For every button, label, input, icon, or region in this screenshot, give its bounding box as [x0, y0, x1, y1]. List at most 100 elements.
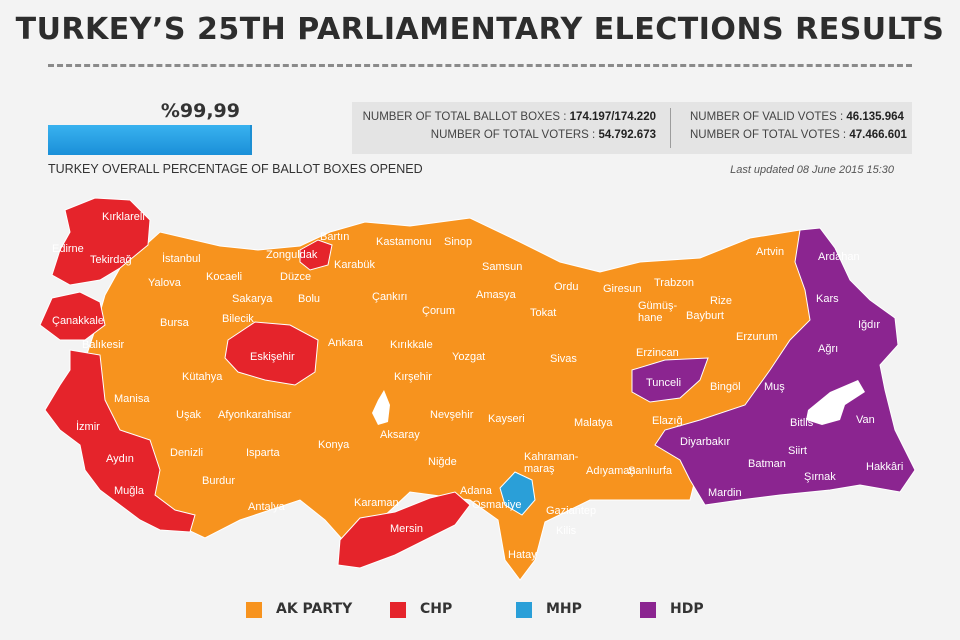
label-adiyaman: Adıyaman: [586, 465, 636, 477]
label-ardahan: Ardahan: [818, 251, 860, 263]
label-batman: Batman: [748, 458, 786, 470]
label-erzincan: Erzincan: [636, 347, 679, 359]
stat-label: NUMBER OF VALID VOTES :: [690, 111, 844, 123]
label-denizli: Denizli: [170, 447, 203, 459]
progress-caption: TURKEY OVERALL PERCENTAGE OF BALLOT BOXE…: [48, 162, 423, 176]
stat-value: 47.466.601: [849, 129, 907, 141]
region-chp-mersin: [337, 491, 471, 569]
label-bitlis: Bitlis: [790, 417, 814, 429]
label-nevsehir: Nevşehir: [430, 409, 474, 421]
region-mhp-osmaniye: [499, 471, 536, 516]
label-izmir: İzmir: [76, 420, 100, 433]
stat-label: NUMBER OF TOTAL BALLOT BOXES :: [362, 111, 567, 123]
label-giresun: Giresun: [603, 283, 642, 295]
label-usak: Uşak: [176, 409, 202, 421]
label-eskisehir: Eskişehir: [250, 351, 295, 363]
label-tokat: Tokat: [530, 307, 556, 319]
label-bingol: Bingöl: [710, 381, 741, 393]
legend-label-ak-party: AK PARTY: [276, 601, 353, 617]
label-trabzon: Trabzon: [654, 277, 694, 289]
label-kayseri: Kayseri: [488, 413, 525, 425]
label-duzce: Düzce: [280, 271, 311, 283]
label-mugla: Muğla: [114, 485, 145, 497]
label-agri: Ağrı: [818, 343, 838, 355]
label-bayburt: Bayburt: [686, 310, 724, 322]
label-osmaniye: Osmaniye: [472, 499, 522, 511]
label-sivas: Sivas: [550, 353, 577, 365]
page-title: TURKEY’S 25TH PARLIAMENTARY ELECTIONS RE…: [15, 12, 945, 47]
label-burdur: Burdur: [202, 475, 235, 487]
stat-value: 174.197/174.220: [569, 111, 656, 123]
label-yalova: Yalova: [148, 277, 182, 289]
region-chp-canakkale: [39, 291, 106, 341]
label-bartin: Bartın: [320, 231, 349, 243]
label-sinop: Sinop: [444, 236, 472, 248]
region-chp-aegean: [44, 349, 196, 533]
label-mardin: Mardin: [708, 487, 742, 499]
label-sanliurfa: Şanlıurfa: [628, 465, 673, 477]
stat-total-voters: NUMBER OF TOTAL VOTERS : 54.792.673: [431, 129, 656, 141]
label-afyonkarahisar: Afyonkarahisar: [218, 409, 292, 421]
label-isparta: Isparta: [246, 447, 281, 459]
stat-label: NUMBER OF TOTAL VOTERS :: [430, 129, 596, 141]
label-mus: Muş: [764, 381, 785, 393]
stat-value: 46.135.964: [846, 111, 904, 123]
label-kastamonu: Kastamonu: [376, 236, 432, 248]
label-gumushane: Gümüş-hane: [638, 300, 677, 324]
label-ankara: Ankara: [328, 337, 364, 349]
label-ordu: Ordu: [554, 281, 578, 293]
region-chp-thrace: [51, 197, 151, 286]
label-yozgat: Yozgat: [452, 351, 485, 363]
label-kutahya: Kütahya: [182, 371, 223, 383]
label-malatya: Malatya: [574, 417, 613, 429]
stat-valid-votes: NUMBER OF VALID VOTES : 46.135.964: [690, 111, 904, 123]
stat-label: NUMBER OF TOTAL VOTES :: [690, 129, 847, 141]
title-divider: [48, 64, 912, 67]
label-kirsehir: Kırşehir: [394, 371, 432, 383]
label-amasya: Amasya: [476, 289, 517, 301]
label-kocaeli: Kocaeli: [206, 271, 242, 283]
label-kilis: Kilis: [556, 525, 577, 537]
label-edirne: Edirne: [52, 243, 84, 255]
label-rize: Rize: [710, 295, 732, 307]
stat-value: 54.792.673: [598, 129, 656, 141]
label-hakkari: Hakkâri: [866, 461, 903, 473]
legend-label-chp: CHP: [420, 601, 453, 617]
label-tunceli: Tunceli: [646, 377, 681, 389]
label-erzurum: Erzurum: [736, 331, 778, 343]
label-balikesir: Balıkesir: [82, 339, 125, 351]
label-antalya: Antalya: [248, 501, 286, 513]
label-diyarbakir: Diyarbakır: [680, 436, 730, 448]
label-kars: Kars: [816, 293, 839, 305]
label-sirnak: Şırnak: [804, 471, 836, 483]
label-istanbul: İstanbul: [162, 252, 201, 265]
label-corum: Çorum: [422, 305, 455, 317]
label-aydin: Aydın: [106, 453, 134, 465]
label-kahramanmaras: Kahraman-maraş: [524, 451, 579, 475]
label-tekirdag: Tekirdağ: [90, 254, 132, 266]
label-siirt: Siirt: [788, 445, 807, 457]
progress-bar-fill: [48, 125, 250, 155]
region-hdp-tunceli: [631, 357, 709, 403]
lake-tuz: [372, 390, 390, 425]
stats-divider: [670, 108, 671, 148]
region-chp-zonguldak: [299, 239, 333, 271]
stat-ballot-boxes: NUMBER OF TOTAL BALLOT BOXES : 174.197/1…: [363, 111, 656, 123]
label-mersin: Mersin: [390, 523, 423, 535]
legend-swatch-ak-party: [246, 602, 262, 618]
region-chp-eskisehir: [224, 321, 319, 386]
label-bursa: Bursa: [160, 317, 190, 329]
progress-percentage: %99,99: [160, 100, 240, 122]
stats-panel: NUMBER OF TOTAL BALLOT BOXES : 174.197/1…: [352, 102, 912, 154]
last-updated: Last updated 08 June 2015 15:30: [730, 164, 894, 176]
label-canakkale: Çanakkale: [52, 315, 104, 327]
lake-van: [806, 380, 865, 425]
province-labels: Kırklareli Edirne Tekirdağ İstanbul Yalo…: [52, 211, 903, 561]
label-karabuk: Karabük: [334, 259, 375, 271]
label-bilecik: Bilecik: [222, 313, 254, 325]
progress-bar: [48, 125, 252, 155]
legend-swatch-hdp: [640, 602, 656, 618]
label-van: Van: [856, 414, 875, 426]
label-samsun: Samsun: [482, 261, 522, 273]
